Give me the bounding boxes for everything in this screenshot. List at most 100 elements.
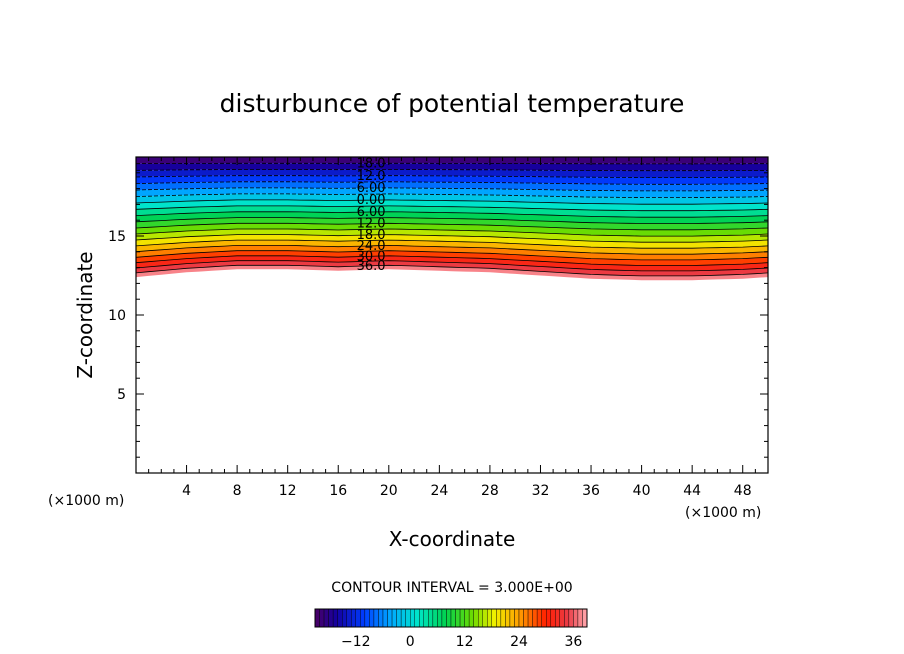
colorbar-cell <box>328 608 334 628</box>
x-tick-label: 20 <box>380 483 398 499</box>
colorbar-cell <box>450 608 456 628</box>
contour-band <box>136 240 768 255</box>
contour-label: 6.00 <box>357 181 386 196</box>
z-unit-label: (×1000 m) <box>48 493 124 509</box>
contour-band <box>136 217 768 230</box>
colorbar-cell <box>550 608 556 628</box>
colorbar-cell <box>346 608 352 628</box>
colorbar-cell <box>564 608 570 628</box>
x-tick-label: 16 <box>329 483 347 499</box>
contour-interval-label: CONTOUR INTERVAL = 3.000E+00 <box>331 580 572 596</box>
contour-band <box>136 265 768 281</box>
x-unit-label: (×1000 m) <box>685 505 761 521</box>
colorbar-cell <box>464 608 470 628</box>
contour-label: 0.00 <box>357 193 386 208</box>
colorbar-cell <box>555 608 561 628</box>
colorbar-cell <box>559 608 565 628</box>
contour-band <box>136 205 768 218</box>
contour-line <box>135 169 769 172</box>
x-tick-label: 48 <box>734 483 752 499</box>
x-tick-label: 32 <box>532 483 550 499</box>
x-axis-label: X-coordinate <box>389 527 516 551</box>
colorbar-tick-label: 36 <box>564 634 582 650</box>
colorbar-cell <box>523 608 529 628</box>
contour-line <box>135 228 769 237</box>
colorbar-cell <box>423 608 429 628</box>
x-tick-label: 44 <box>683 483 701 499</box>
contour-line <box>135 175 769 178</box>
y-axis-label: Z-coordinate <box>73 251 97 378</box>
contour-line <box>135 205 769 212</box>
colorbar-cell <box>432 608 438 628</box>
contour-line <box>135 250 769 261</box>
colorbar-cell <box>319 608 325 628</box>
contour-label: 6.00 <box>357 205 386 220</box>
colorbar-cell <box>487 608 492 628</box>
colorbar-tick-label: 0 <box>406 634 415 650</box>
colorbar-cell <box>459 608 465 628</box>
contour-band <box>136 223 768 237</box>
colorbar-cell <box>527 608 533 628</box>
contour-field <box>136 157 768 281</box>
colorbar-cell <box>482 608 488 628</box>
colorbar-tick-label: 12 <box>456 634 474 650</box>
y-tick-label: 10 <box>108 308 126 324</box>
colorbar-cell <box>491 608 497 628</box>
colorbar-cell <box>323 608 329 628</box>
contour-line <box>135 264 769 277</box>
contour-label: 24.0 <box>357 239 386 254</box>
colorbar-cell <box>400 608 406 628</box>
colorbar-ticks: −12 0 12 24 36 <box>341 634 582 650</box>
x-tick-label: 28 <box>481 483 499 499</box>
chart-title: disturbunce of potential temperature <box>220 89 685 118</box>
colorbar-cell <box>473 608 479 628</box>
x-tick-label: 36 <box>582 483 600 499</box>
contour-band <box>136 163 768 171</box>
contour-lines <box>135 162 769 277</box>
colorbar-cell <box>514 608 520 628</box>
colorbar-cell <box>441 608 447 628</box>
colorbar-cell <box>536 608 542 628</box>
x-tick-label: 24 <box>430 483 448 499</box>
contour-band <box>136 260 768 276</box>
colorbar-cell <box>378 608 384 628</box>
contour-band <box>136 211 768 224</box>
contour-line <box>135 211 769 218</box>
colorbar-cell <box>360 608 366 628</box>
colorbar-cell <box>582 608 588 628</box>
x-tick-label: 12 <box>279 483 297 499</box>
y-tick-label: 15 <box>108 229 126 245</box>
colorbar-cell <box>509 608 515 628</box>
colorbar-cell <box>373 608 379 628</box>
contour-band <box>136 255 768 271</box>
colorbar-cell <box>414 608 420 628</box>
contour-label: 12.0 <box>357 217 386 232</box>
contour-line <box>135 222 769 231</box>
colorbar-cell <box>410 608 415 628</box>
x-tick-label: 4 <box>182 483 191 499</box>
contour-band <box>136 245 768 260</box>
contour-line <box>135 239 769 249</box>
contour-line <box>135 193 769 198</box>
colorbar-cell <box>382 608 388 628</box>
colorbar-cell <box>478 608 483 628</box>
y-tick-label: 5 <box>117 387 126 403</box>
colorbar-cell <box>446 608 452 628</box>
contour-line <box>135 234 769 243</box>
colorbar-cell <box>496 608 502 628</box>
colorbar-cell <box>391 608 397 628</box>
y-axis-ticks: 5 10 15 <box>108 172 768 458</box>
colorbar-cell <box>468 608 474 628</box>
colorbar-cell <box>532 608 538 628</box>
contour-line <box>135 199 769 205</box>
contour-band <box>136 199 768 211</box>
x-axis-ticks: 4 8 12 16 20 24 28 32 36 40 44 48 <box>148 157 756 499</box>
colorbar-cell <box>505 608 511 628</box>
contour-band <box>136 250 768 266</box>
x-tick-label: 8 <box>233 483 242 499</box>
contour-line <box>135 162 768 165</box>
colorbar-cell <box>364 608 370 628</box>
colorbar-tick-label: −12 <box>341 634 371 650</box>
